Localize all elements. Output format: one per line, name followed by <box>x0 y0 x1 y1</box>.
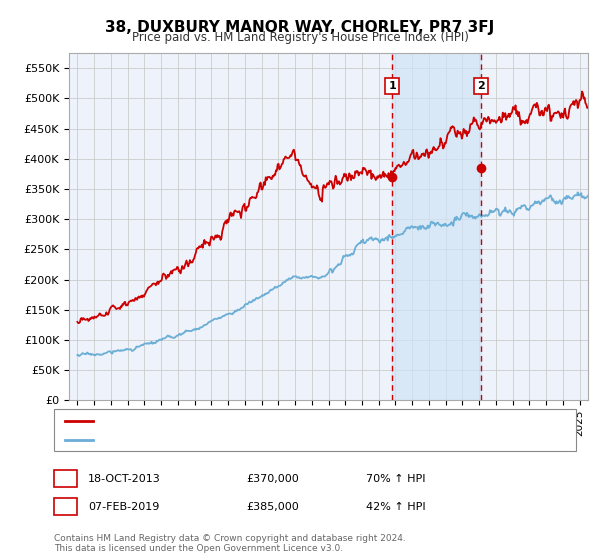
Text: Price paid vs. HM Land Registry's House Price Index (HPI): Price paid vs. HM Land Registry's House … <box>131 31 469 44</box>
Text: 1: 1 <box>388 81 396 91</box>
Text: 38, DUXBURY MANOR WAY, CHORLEY, PR7 3FJ: 38, DUXBURY MANOR WAY, CHORLEY, PR7 3FJ <box>106 20 494 35</box>
Text: 18-OCT-2013: 18-OCT-2013 <box>88 474 161 484</box>
Text: 38, DUXBURY MANOR WAY, CHORLEY, PR7 3FJ (detached house): 38, DUXBURY MANOR WAY, CHORLEY, PR7 3FJ … <box>99 416 433 426</box>
Text: 07-FEB-2019: 07-FEB-2019 <box>88 502 160 512</box>
Text: 1: 1 <box>62 474 69 484</box>
Text: Contains HM Land Registry data © Crown copyright and database right 2024.
This d: Contains HM Land Registry data © Crown c… <box>54 534 406 553</box>
Text: 70% ↑ HPI: 70% ↑ HPI <box>366 474 425 484</box>
Text: £385,000: £385,000 <box>246 502 299 512</box>
Text: 42% ↑ HPI: 42% ↑ HPI <box>366 502 425 512</box>
Text: 2: 2 <box>62 502 69 512</box>
Bar <box>392 53 481 400</box>
Text: 2: 2 <box>477 81 485 91</box>
Text: HPI: Average price, detached house, Chorley: HPI: Average price, detached house, Chor… <box>99 435 332 445</box>
Text: £370,000: £370,000 <box>246 474 299 484</box>
